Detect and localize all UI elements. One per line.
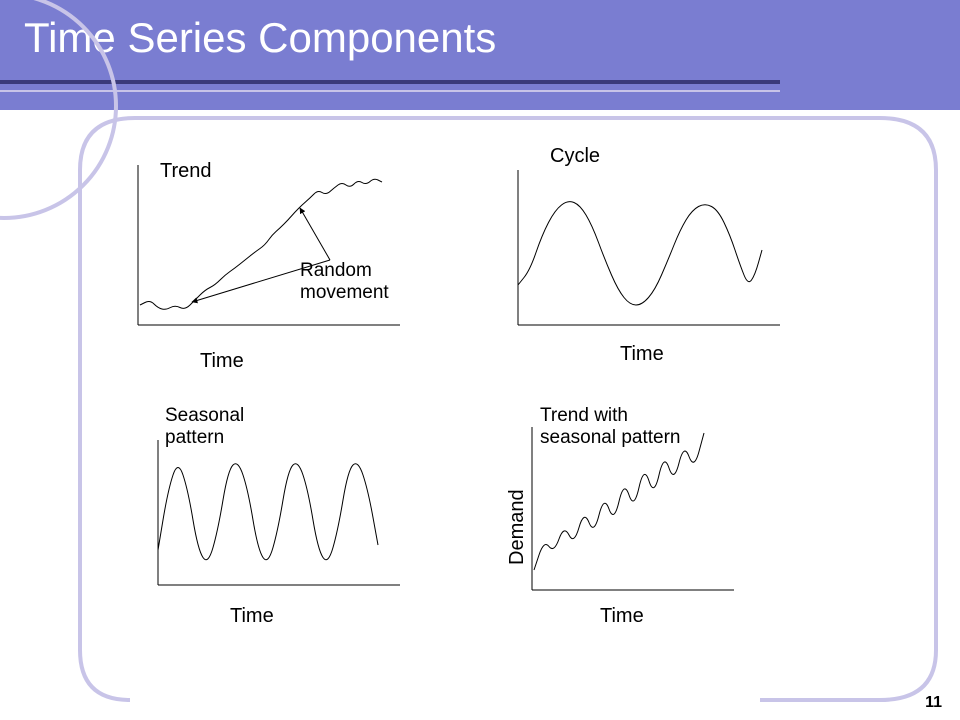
page-number: 11 [925, 694, 942, 712]
random-movement-label: Random movement [300, 260, 389, 304]
panel-cycle: Cycle Time [510, 145, 830, 375]
panel-seasonal: Seasonal pattern Time [150, 405, 470, 635]
panel-trend: Trend Random movement Time [130, 150, 460, 380]
slide-content: Trend Random movement Time Cycle [0, 110, 960, 720]
chart-grid: Trend Random movement Time Cycle [130, 140, 910, 700]
cycle-chart [510, 165, 790, 340]
trend-seasonal-chart [524, 425, 744, 600]
panel-trend-seasonal: Demand Trend with seasonal pattern Time [510, 405, 850, 635]
trend-chart [130, 160, 410, 340]
slide-title: Time Series Components [0, 0, 960, 62]
slide-header: Time Series Components [0, 0, 960, 110]
underline-dark [0, 80, 780, 84]
seasonal-chart [150, 435, 410, 600]
cycle-xlabel: Time [620, 343, 664, 366]
seasonal-xlabel: Time [230, 605, 274, 628]
trend-xlabel: Time [200, 350, 244, 373]
trend-seasonal-xlabel: Time [600, 605, 644, 628]
